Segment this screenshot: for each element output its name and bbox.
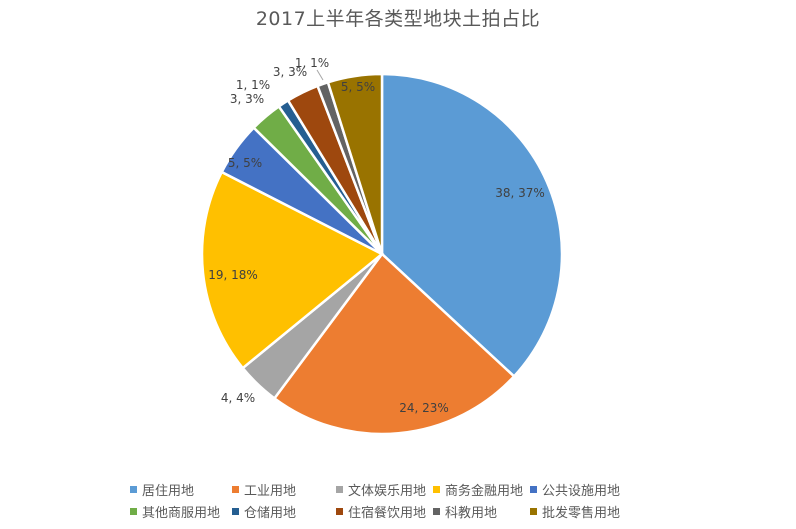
legend-item: 仓储用地 xyxy=(232,502,336,521)
legend-item: 其他商服用地 xyxy=(130,502,232,521)
legend-item: 批发零售用地 xyxy=(530,502,640,521)
pie-slice-1 xyxy=(380,72,564,379)
data-label: 3, 3% xyxy=(273,65,307,79)
legend-swatch xyxy=(232,485,239,493)
data-label: 4, 4% xyxy=(221,391,255,405)
pie-slice-10 xyxy=(326,72,384,255)
data-label: 38, 37% xyxy=(495,186,545,200)
legend-label: 工业用地 xyxy=(244,483,297,499)
legend-label: 批发零售用地 xyxy=(542,505,621,521)
data-label: 1, 1% xyxy=(295,56,329,70)
data-label: 5, 5% xyxy=(341,80,375,94)
data-label: 19, 18% xyxy=(208,268,258,282)
leader-line xyxy=(316,69,324,81)
legend-swatch xyxy=(530,507,537,515)
legend-item: 文体娱乐用地 xyxy=(336,480,433,499)
legend-swatch xyxy=(336,507,343,515)
legend-item: 科教用地 xyxy=(433,502,530,521)
legend-item: 工业用地 xyxy=(232,480,336,499)
legend-label: 科教用地 xyxy=(445,505,498,521)
legend-item: 居住用地 xyxy=(130,480,232,499)
legend: 居住用地 工业用地 文体娱乐用地 商务金融用地 公共设施用地其他商服用地 仓储用地 住宿餐饮… xyxy=(130,480,690,521)
pie-chart: 38, 37%24, 23%4, 4%19, 18%5, 5%3, 3%1, 1… xyxy=(200,56,564,436)
legend-item: 公共设施用地 xyxy=(530,480,640,499)
legend-item: 住宿餐饮用地 xyxy=(336,502,433,521)
legend-label: 商务金融用地 xyxy=(445,483,524,499)
legend-label: 公共设施用地 xyxy=(542,483,621,499)
pie-slice-2 xyxy=(272,252,516,436)
data-label: 3, 3% xyxy=(230,92,264,106)
chart-title: 2017上半年各类型地块土拍占比 xyxy=(255,8,541,30)
legend-item: 商务金融用地 xyxy=(433,480,530,499)
data-label: 5, 5% xyxy=(228,156,262,170)
legend-swatch xyxy=(530,485,537,493)
legend-swatch xyxy=(433,507,440,515)
legend-label: 文体娱乐用地 xyxy=(348,483,427,499)
legend-swatch xyxy=(433,485,440,493)
legend-swatch xyxy=(130,507,137,515)
legend-swatch xyxy=(336,485,343,493)
legend-label: 居住用地 xyxy=(142,483,195,499)
legend-label: 其他商服用地 xyxy=(142,505,221,521)
legend-label: 仓储用地 xyxy=(244,505,297,521)
legend-label: 住宿餐饮用地 xyxy=(348,505,427,521)
data-label: 1, 1% xyxy=(236,78,270,92)
pie-slice-4 xyxy=(200,170,385,370)
legend-swatch xyxy=(232,507,239,515)
data-label: 24, 23% xyxy=(399,401,449,415)
legend-swatch xyxy=(130,485,137,493)
